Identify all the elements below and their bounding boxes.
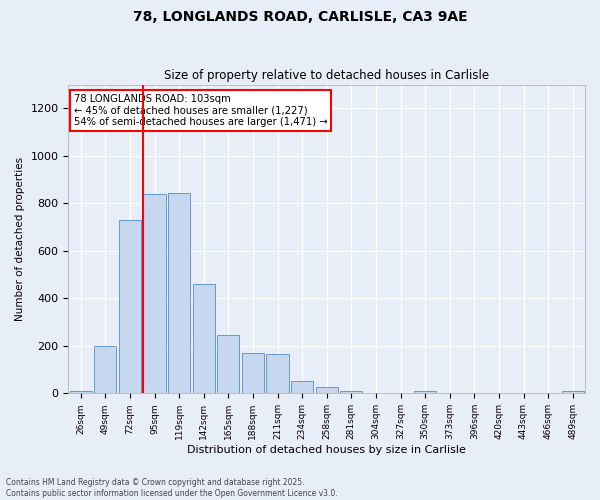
Text: 78, LONGLANDS ROAD, CARLISLE, CA3 9AE: 78, LONGLANDS ROAD, CARLISLE, CA3 9AE — [133, 10, 467, 24]
Bar — [217, 335, 239, 394]
Bar — [168, 192, 190, 394]
Text: 78 LONGLANDS ROAD: 103sqm
← 45% of detached houses are smaller (1,227)
54% of se: 78 LONGLANDS ROAD: 103sqm ← 45% of detac… — [74, 94, 327, 127]
X-axis label: Distribution of detached houses by size in Carlisle: Distribution of detached houses by size … — [187, 445, 466, 455]
Bar — [266, 354, 289, 394]
Bar — [562, 392, 584, 394]
Bar — [242, 353, 264, 394]
Bar — [193, 284, 215, 394]
Bar — [143, 194, 166, 394]
Bar — [70, 392, 92, 394]
Bar — [291, 382, 313, 394]
Bar — [316, 386, 338, 394]
Text: Contains HM Land Registry data © Crown copyright and database right 2025.
Contai: Contains HM Land Registry data © Crown c… — [6, 478, 338, 498]
Bar — [340, 392, 362, 394]
Bar — [414, 392, 436, 394]
Bar — [94, 346, 116, 394]
Y-axis label: Number of detached properties: Number of detached properties — [15, 157, 25, 321]
Title: Size of property relative to detached houses in Carlisle: Size of property relative to detached ho… — [164, 69, 489, 82]
Bar — [119, 220, 141, 394]
